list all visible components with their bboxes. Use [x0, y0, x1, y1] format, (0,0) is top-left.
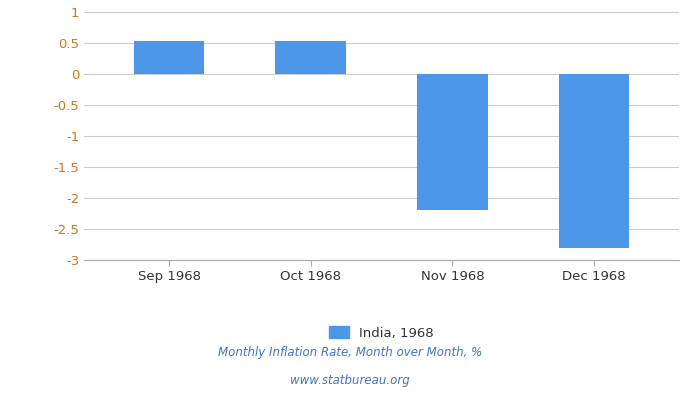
Bar: [275, 40, 346, 74]
Legend: India, 1968: India, 1968: [323, 321, 440, 345]
Bar: [134, 40, 204, 74]
Text: www.statbureau.org: www.statbureau.org: [290, 374, 410, 387]
Bar: [559, 74, 629, 248]
Bar: [417, 74, 488, 210]
Text: Monthly Inflation Rate, Month over Month, %: Monthly Inflation Rate, Month over Month…: [218, 346, 482, 359]
